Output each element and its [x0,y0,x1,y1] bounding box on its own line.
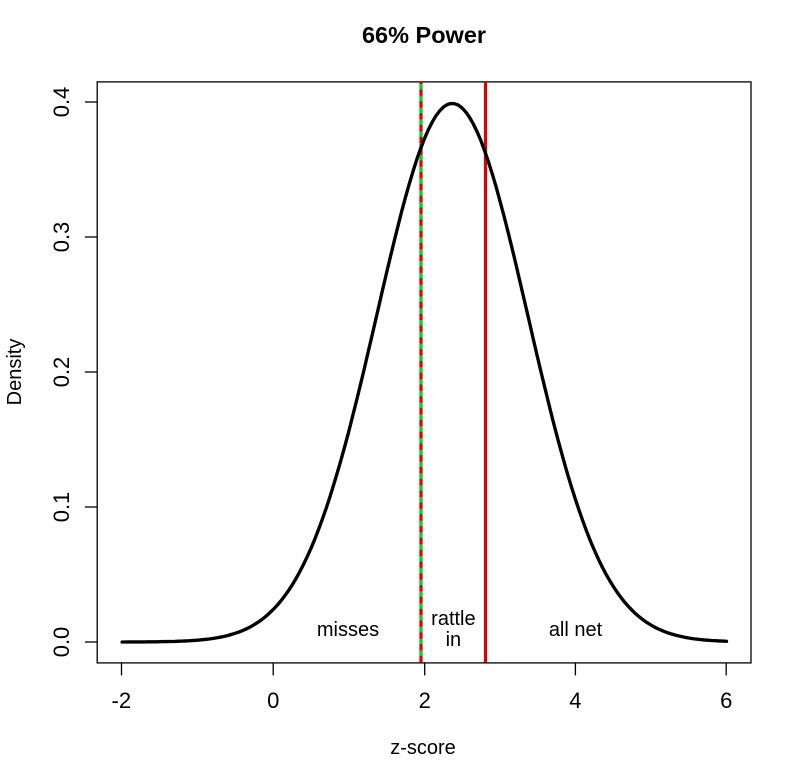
svg-text:0.0: 0.0 [49,627,74,658]
svg-text:rattle: rattle [431,608,475,630]
svg-text:66% Power: 66% Power [362,22,486,48]
svg-text:-2: -2 [112,688,132,713]
svg-text:0.1: 0.1 [49,492,74,523]
svg-text:all net: all net [549,619,603,641]
svg-text:Density: Density [4,339,26,406]
svg-text:misses: misses [317,619,379,641]
svg-text:2: 2 [419,688,431,713]
svg-text:0.2: 0.2 [49,357,74,388]
svg-text:in: in [446,629,462,651]
svg-text:6: 6 [720,688,732,713]
svg-text:0.3: 0.3 [49,222,74,253]
svg-text:z-score: z-score [390,737,456,759]
svg-text:0.4: 0.4 [49,87,74,118]
svg-text:0: 0 [267,688,279,713]
svg-text:4: 4 [569,688,581,713]
